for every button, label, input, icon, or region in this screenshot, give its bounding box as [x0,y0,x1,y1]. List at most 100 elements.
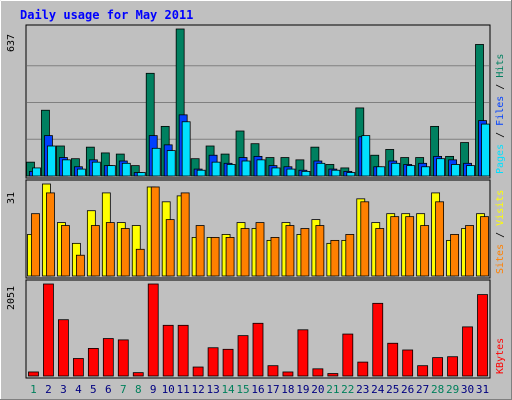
bar-pages-day-29 [451,164,460,177]
bar-kbytes-day-2 [43,283,54,377]
bar-kbytes-day-9 [147,283,159,377]
legend-separator: / [495,126,506,144]
legend-item-visits: Visits [495,190,506,226]
bar-pages-day-13 [211,161,221,177]
bar-pages-day-5 [91,161,101,177]
bar-pages-day-20 [316,162,326,177]
bar-pages-day-19 [301,170,311,177]
legend: Sites / Visits [495,190,506,274]
x-tick-label-day-13: 13 [206,383,219,396]
bar-kbytes-day-26 [402,349,414,377]
bar-sites-day-10 [165,219,175,277]
x-tick-label-day-24: 24 [371,383,385,396]
bar-kbytes-day-17 [267,365,279,377]
y-max-label: 31 [6,192,17,204]
bar-sites-day-31 [480,216,489,277]
x-tick-label-day-31: 31 [476,383,489,396]
x-tick-label-day-22: 22 [341,383,354,396]
bar-pages-day-12 [196,169,206,177]
bar-sites-day-28 [435,201,445,277]
x-tick-label-day-17: 17 [266,383,279,396]
bar-pages-day-17 [271,167,281,177]
bar-sites-day-23 [360,201,370,277]
bar-sites-day-16 [255,222,265,277]
x-tick-label-day-29: 29 [446,383,459,396]
x-tick-label-day-3: 3 [60,383,67,396]
bar-pages-day-11 [181,121,191,177]
bar-kbytes-day-16 [252,322,264,377]
bar-kbytes-day-22 [342,333,354,377]
bar-sites-day-1 [31,213,40,277]
x-tick-label-day-15: 15 [236,383,249,396]
x-tick-label-day-10: 10 [162,383,175,396]
x-tick-label-day-5: 5 [90,383,97,396]
bar-sites-day-9 [150,186,160,277]
bar-kbytes-day-25 [387,342,399,377]
bar-sites-day-2 [46,192,55,277]
bar-pages-day-10 [166,150,176,177]
x-axis-labels: 1 2 3 4 5 6 7 8 9 10 11 12 13 14 15 16 17 18 19 20 21 22 23 24 2… [30,383,489,396]
x-tick-label-day-2: 2 [45,383,52,396]
bar-pages-day-6 [106,165,116,177]
x-tick-label-day-20: 20 [311,383,324,396]
bar-sites-day-26 [405,216,415,277]
x-tick-label-day-23: 23 [356,383,369,396]
x-tick-label-day-19: 19 [296,383,309,396]
bar-pages-day-22 [346,172,356,177]
bar-sites-day-15 [240,228,250,277]
bar-kbytes-day-19 [297,329,309,377]
bar-pages-day-9 [151,147,161,177]
x-tick-label-day-12: 12 [192,383,205,396]
bar-pages-day-25 [391,162,401,177]
bar-pages-day-31 [481,123,490,177]
bar-kbytes-day-30 [462,326,473,377]
bar-pages-day-15 [241,160,251,177]
bar-sites-day-21 [330,239,340,277]
bar-kbytes-day-28 [432,357,444,377]
bar-kbytes-day-21 [327,373,339,377]
bar-sites-day-25 [390,216,400,277]
x-tick-label-day-1: 1 [30,383,37,396]
bar-kbytes-day-23 [357,361,369,377]
bar-sites-day-8 [135,248,145,277]
bar-pages-day-4 [76,168,86,177]
x-tick-label-day-9: 9 [150,383,157,396]
bar-kbytes-day-8 [132,372,144,377]
bar-pages-day-18 [286,168,296,177]
y-max-label: 2051 [6,286,17,310]
bar-kbytes-day-5 [87,348,99,377]
bar-kbytes-day-4 [72,358,84,377]
legend-separator: / [495,78,506,96]
bar-kbytes-day-31 [477,294,488,377]
bar-kbytes-day-13 [207,347,219,377]
bar-sites-day-24 [375,228,385,277]
bar-sites-day-29 [450,234,459,277]
bar-sites-day-27 [420,225,430,277]
bar-kbytes-day-12 [192,366,204,377]
x-tick-label-day-30: 30 [461,383,474,396]
legend-item-files: Files [495,96,506,126]
bar-pages-day-8 [136,172,146,177]
bar-pages-day-24 [376,166,386,177]
legend: KBytes [495,338,506,374]
x-tick-label-day-4: 4 [75,383,82,396]
bar-sites-day-30 [465,225,474,277]
bar-sites-day-13 [210,237,220,277]
y-max-label: 637 [6,34,17,52]
bar-sites-day-5 [90,225,100,277]
bar-sites-day-6 [105,222,115,277]
chart-panels: 637 Pages / Files / Hits 31 Sites / Visits 2… [6,24,506,379]
bar-kbytes-day-20 [312,368,324,377]
legend-item-kbytes: KBytes [495,338,506,374]
bar-kbytes-day-10 [162,324,174,377]
bar-pages-day-7 [121,162,131,177]
bar-kbytes-day-18 [282,371,294,377]
bar-sites-day-12 [195,225,205,277]
bar-kbytes-day-15 [237,335,249,377]
legend-item-pages: Pages [495,144,506,174]
bar-sites-day-3 [61,225,70,277]
x-tick-label-day-16: 16 [251,383,264,396]
bar-pages-day-21 [331,169,341,177]
legend: Pages / Files / Hits [495,54,506,174]
bar-pages-day-30 [466,165,475,177]
